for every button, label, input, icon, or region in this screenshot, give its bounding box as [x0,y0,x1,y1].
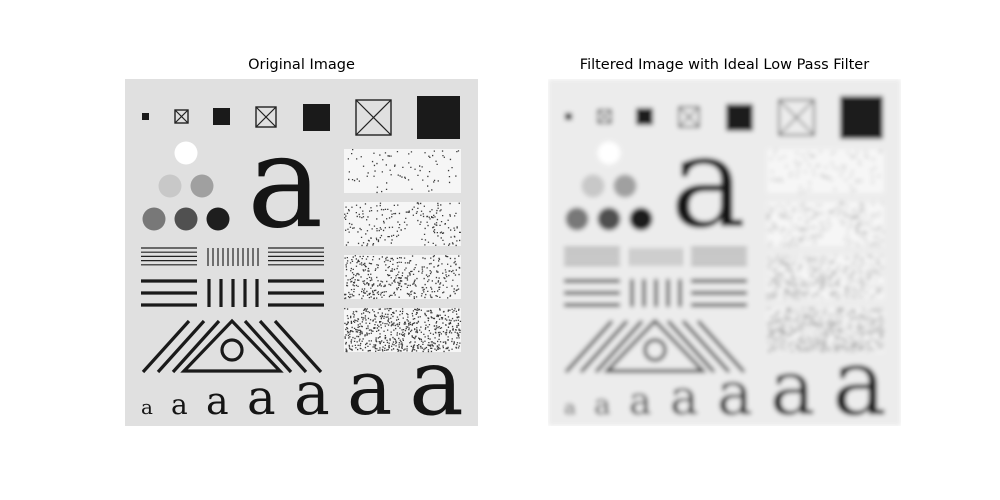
square-filled [142,113,149,120]
noise-rectangle [344,255,461,299]
diagonal-bar [273,319,323,374]
small-letter-a: a [294,359,330,426]
diagonal-bar [681,319,731,374]
gray-circle [190,174,214,198]
gray-circle [565,207,589,231]
square-outlined [355,99,392,136]
noise-speckles [344,308,462,353]
noise-speckles [767,308,885,353]
square-outlined [778,99,815,136]
test-pattern: aa a a a a a a [125,79,478,426]
diagonal-bar [696,319,746,374]
square-filled [213,108,230,125]
square-filled [840,96,883,139]
gray-circle [142,207,166,231]
square-outlined [255,106,277,128]
original-image-title: Original Image [248,57,355,73]
square-outlined [174,109,189,124]
cross-line [355,99,392,136]
noise-rectangle [767,255,884,299]
square-filled [303,104,330,131]
gray-circle [629,207,653,231]
diagonal-bar [243,319,293,374]
small-letter-a: a [171,388,188,421]
triangle-outline [603,318,707,373]
gray-circle [597,141,621,165]
square-filled [726,104,753,131]
square-outlined [597,109,612,124]
diagonal-bar [666,319,716,374]
triangle-outline [180,318,284,373]
diagonal-bar [258,319,308,374]
gray-circle [206,207,230,231]
square-filled [565,113,572,120]
diagonal-bar [594,319,644,374]
square-filled [636,108,653,125]
small-letter-a: a [347,343,392,426]
square-filled [417,96,460,139]
filtered-image: aa a a a a a a [548,79,901,426]
small-letter-a: a [141,395,153,419]
gray-circle [597,207,621,231]
circle-in-triangle [643,338,667,362]
small-letter-a: a [594,388,611,421]
cross-line [174,109,189,124]
large-letter-a: a [670,108,746,257]
gray-circle [158,174,182,198]
small-letter-a: a [670,370,699,426]
small-letter-a: a [629,379,652,423]
cross-line [255,106,277,128]
noise-rectangle [767,202,884,246]
cross-line [778,99,815,136]
square-outlined [678,106,700,128]
gray-circle [174,141,198,165]
gray-circle [613,174,637,198]
cross-line [678,106,700,128]
gray-circle [174,207,198,231]
diagonal-bar [171,319,221,374]
small-letter-a: a [409,329,464,426]
diagonal-bar [156,319,206,374]
noise-speckles [344,255,461,300]
gray-circle [581,174,605,198]
filtered-image-title: Filtered Image with Ideal Low Pass Filte… [579,57,870,73]
noise-rectangle [344,149,461,193]
small-letter-a: a [247,370,276,426]
cross-line [597,109,612,124]
test-pattern-blurred: aa a a a a a a [548,79,901,426]
small-letter-a: a [717,359,753,426]
original-image: aa a a a a a a [125,79,478,426]
diagonal-bar [579,319,629,374]
noise-speckles [767,255,884,300]
small-letter-a: a [564,395,576,419]
small-letter-a: a [206,379,229,423]
small-letter-a: a [770,343,815,426]
large-letter-a: a [247,108,323,257]
diagonal-bar [564,319,614,374]
diagonal-bar [141,319,191,374]
noise-rectangle [767,149,884,193]
noise-rectangle [344,202,461,246]
circle-in-triangle [220,338,244,362]
small-letter-a: a [832,329,887,426]
